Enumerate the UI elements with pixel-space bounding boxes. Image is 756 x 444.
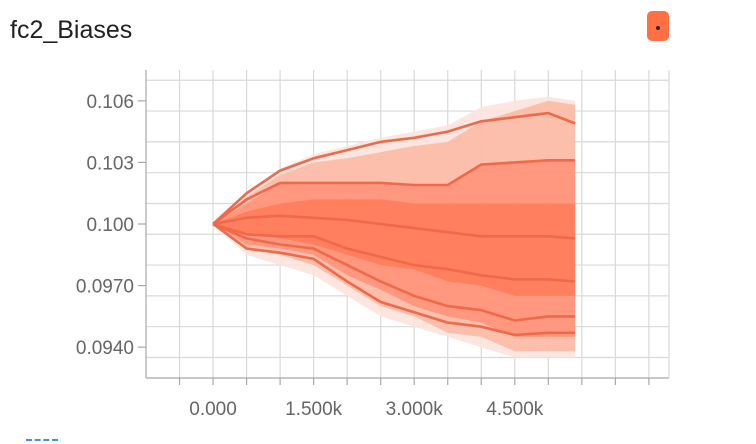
series-line-1 bbox=[212, 111, 576, 225]
x-tick-label: 4.500k bbox=[486, 399, 544, 420]
y-tick-label: 0.106 bbox=[86, 92, 134, 113]
series-line-5 bbox=[212, 222, 576, 322]
series-line-2 bbox=[212, 159, 576, 226]
series-line-3 bbox=[212, 214, 576, 240]
x-tick-label: 3.000k bbox=[386, 399, 444, 420]
percentile-lines bbox=[212, 111, 576, 337]
y-tick-label: 0.100 bbox=[86, 215, 134, 236]
axes: 0.106 0.103 0.100 0.0970 0.0940 0.000 1.500k 3.… bbox=[76, 70, 670, 420]
footer-marks bbox=[26, 439, 58, 444]
chart-title: fc2_Biases bbox=[10, 16, 133, 44]
more-icon bbox=[656, 26, 660, 30]
x-tick-label: 0.000 bbox=[189, 399, 237, 420]
distribution-bands bbox=[213, 96, 576, 358]
y-tick-label: 0.0940 bbox=[76, 338, 134, 359]
series-line-6 bbox=[212, 222, 576, 337]
y-tick-label: 0.0970 bbox=[76, 277, 134, 298]
x-tick-label: 1.500k bbox=[285, 399, 343, 420]
distribution-band-4 bbox=[213, 199, 576, 296]
more-options-button[interactable] bbox=[647, 11, 669, 41]
series-line-4 bbox=[212, 222, 576, 283]
y-tick-label: 0.103 bbox=[86, 153, 134, 174]
